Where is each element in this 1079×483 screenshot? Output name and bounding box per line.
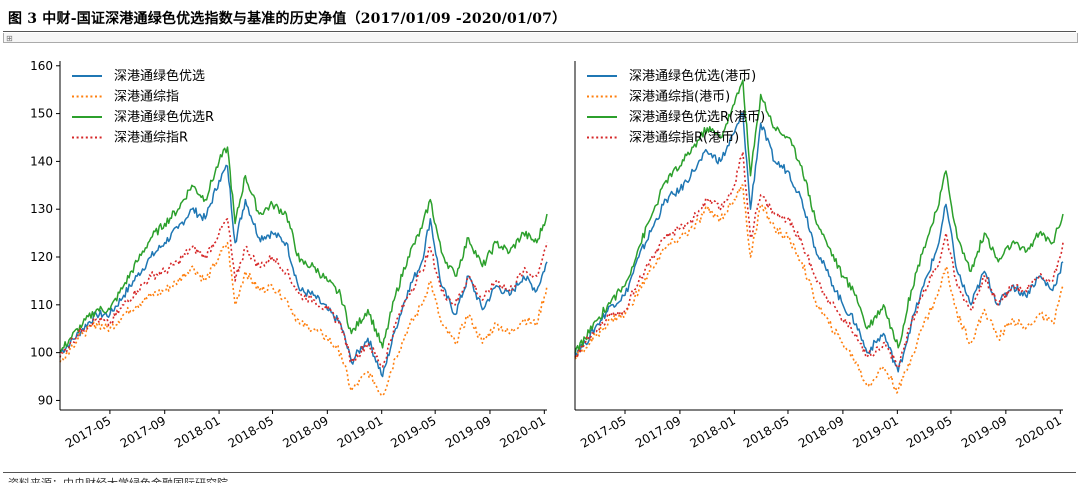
x-tick-label: 2017-09: [118, 413, 168, 450]
legend-label-3: 深港通绿色优选R(港币): [629, 109, 765, 125]
y-tick-label: 100: [30, 346, 53, 360]
legend-label-4: 深港通综指R(港币): [629, 131, 739, 146]
series-line-2: [59, 241, 548, 397]
x-tick-label: 2019-01: [850, 413, 900, 450]
y-tick-label: 110: [30, 298, 53, 312]
table-strip: [3, 33, 1078, 43]
x-tick-label: 2018-05: [741, 413, 791, 450]
x-tick-label: 2018-01: [172, 413, 222, 450]
figure-header: 图 3 中财-国证深港通绿色优选指数与基准的历史净值（2017/01/09 -2…: [0, 0, 1079, 43]
series-line-4: [59, 218, 548, 368]
y-tick-label: 120: [30, 250, 53, 264]
y-tick-label: 150: [30, 107, 53, 121]
x-tick-label: 2018-09: [280, 413, 330, 450]
x-tick-label: 2020-01: [497, 413, 547, 450]
x-tick-label: 2019-09: [443, 413, 493, 450]
series-line-3: [574, 79, 1064, 353]
top-rule: [3, 31, 1076, 32]
series-line-1: [59, 164, 548, 378]
y-tick-label: 140: [30, 154, 53, 168]
x-tick-label: 2018-09: [796, 413, 846, 450]
x-tick-label: 2017-05: [63, 413, 113, 450]
legend-label-3: 深港通绿色优选R: [114, 109, 214, 125]
x-tick-label: 2019-01: [335, 413, 385, 450]
x-tick-label: 2018-01: [687, 413, 737, 450]
legend-label-1: 深港通绿色优选(港币): [629, 68, 756, 84]
legend: 深港通绿色优选(港币) 深港通综指(港币) 深港通绿色优选R(港币) 深港通综指R(港…: [587, 68, 765, 146]
series-line-2: [574, 183, 1064, 394]
x-tick-label: 2017-05: [578, 413, 628, 450]
series-line-3: [59, 146, 548, 353]
move-handle-icon[interactable]: ⊞: [6, 34, 13, 43]
bottom-rule: [3, 472, 1076, 473]
legend-label-4: 深港通综指R: [114, 131, 188, 146]
x-tick-label: 2020-01: [1013, 413, 1063, 450]
series-line-1: [574, 112, 1064, 373]
y-tick-label: 90: [38, 393, 53, 407]
y-tick-label: 130: [30, 202, 53, 216]
x-tick-label: 2019-05: [904, 413, 954, 450]
legend-label-1: 深港通绿色优选: [114, 68, 205, 84]
x-tick-label: 2019-09: [959, 413, 1009, 450]
legend-label-2: 深港通综指: [114, 90, 179, 105]
y-tick-label: 160: [30, 59, 53, 73]
x-tick-label: 2019-05: [388, 413, 438, 450]
chart-panel-2: 2017-05 2017-09 2018-01 2018-05 2018-09 2019-…: [574, 61, 1064, 451]
x-tick-label: 2018-05: [226, 413, 276, 450]
source-note: 资料来源：中央财经大学绿色金融国际研究院: [8, 476, 228, 483]
x-tick-label: 2017-09: [633, 413, 683, 450]
figure-title: 图 3 中财-国证深港通绿色优选指数与基准的历史净值（2017/01/09 -2…: [8, 11, 567, 27]
series-line-4: [574, 151, 1064, 369]
legend-label-2: 深港通综指(港币): [629, 90, 730, 105]
